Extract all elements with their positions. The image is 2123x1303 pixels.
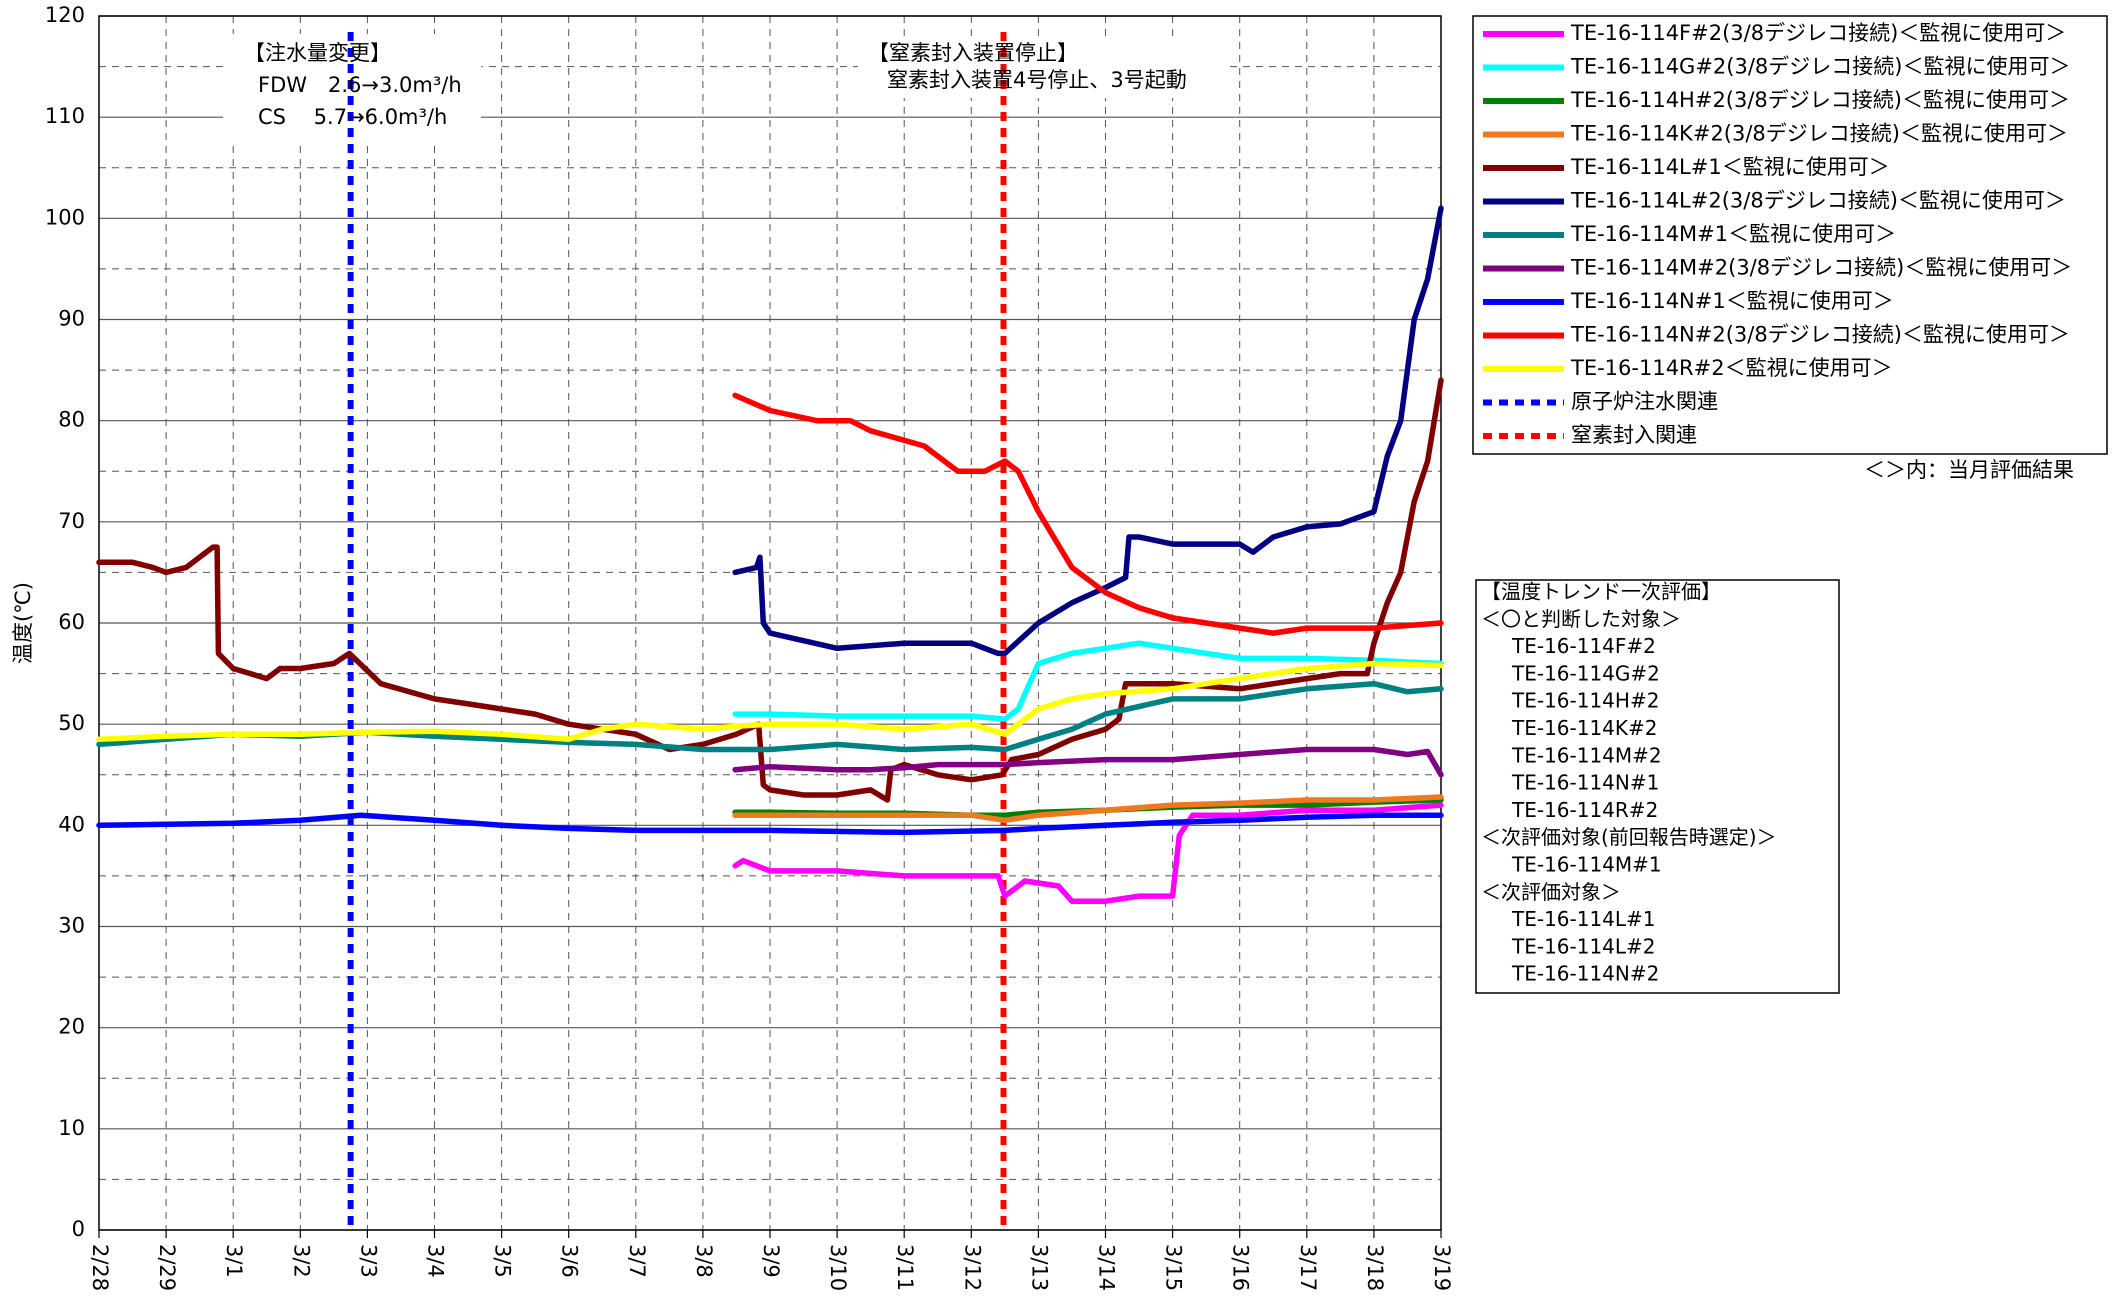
evaluation-item: TE-16-114F#2 [1511, 634, 1656, 658]
x-tick-label: 3/5 [491, 1244, 515, 1278]
y-tick-label: 120 [45, 3, 85, 27]
x-tick-label: 3/18 [1363, 1244, 1387, 1291]
x-tick-label: 3/14 [1095, 1244, 1119, 1291]
x-tick-label: 3/16 [1229, 1244, 1253, 1291]
legend-label: 原子炉注水関連 [1571, 390, 1718, 414]
legend-label: 窒素封入関連 [1571, 423, 1697, 447]
evaluation-item: TE-16-114N#2 [1511, 962, 1659, 986]
legend-note: ＜＞内：当月評価結果 [1864, 458, 2074, 482]
legend-label: TE-16-114K#2(3/8デジレコ接続)＜監視に使用可＞ [1570, 122, 2068, 146]
evaluation-heading: ＜次評価対象＞ [1481, 880, 1621, 904]
legend-label: TE-16-114L#2(3/8デジレコ接続)＜監視に使用可＞ [1570, 189, 2066, 213]
evaluation-title: 【温度トレンド一次評価】 [1481, 580, 1721, 604]
x-tick-label: 3/10 [826, 1244, 850, 1291]
annotation-background [858, 36, 1228, 98]
x-tick-label: 3/8 [692, 1244, 716, 1278]
evaluation-heading: ＜次評価対象(前回報告時選定)＞ [1481, 825, 1777, 849]
legend-label: TE-16-114G#2(3/8デジレコ接続)＜監視に使用可＞ [1570, 55, 2070, 79]
series-line [732, 205, 1444, 657]
legend-label: TE-16-114R#2＜監視に使用可＞ [1570, 356, 1893, 380]
legend-label: TE-16-114H#2(3/8デジレコ接続)＜監視に使用可＞ [1570, 88, 2070, 112]
series-line [96, 660, 1444, 743]
evaluation-item: TE-16-114L#1 [1511, 907, 1656, 931]
evaluation-item: TE-16-114L#2 [1511, 934, 1656, 958]
x-tick-label: 3/4 [424, 1244, 448, 1278]
legend-label: TE-16-114M#2(3/8デジレコ接続)＜監視に使用可＞ [1570, 256, 2072, 280]
y-tick-label: 90 [58, 307, 85, 331]
y-tick-label: 30 [58, 914, 85, 938]
y-tick-label: 70 [58, 509, 85, 533]
x-tick-label: 3/17 [1296, 1244, 1320, 1291]
x-tick-label: 2/29 [155, 1244, 179, 1291]
annotation-text: CS 5.7→6.0m³/h [258, 105, 447, 129]
series-line [732, 640, 1444, 722]
y-tick-label: 100 [45, 205, 85, 229]
legend-label: TE-16-114M#1＜監視に使用可＞ [1570, 222, 1896, 246]
y-tick-label: 40 [58, 812, 85, 836]
evaluation-item: TE-16-114M#2 [1511, 743, 1662, 767]
legend-label: TE-16-114F#2(3/8デジレコ接続)＜監視に使用可＞ [1570, 21, 2066, 45]
series-line [96, 812, 1444, 836]
annotation-text: 【注水量変更】 [244, 41, 391, 65]
series-line [732, 392, 1444, 636]
x-tick-label: 3/12 [960, 1244, 984, 1291]
x-tick-label: 3/9 [759, 1244, 783, 1278]
legend-box [1472, 15, 2108, 455]
series-line [732, 802, 1444, 904]
series-line [732, 746, 1444, 778]
series-line [732, 794, 1444, 824]
y-tick-label: 110 [45, 104, 85, 128]
x-tick-label: 3/13 [1027, 1244, 1051, 1291]
annotation-text: FDW 2.6→3.0m³/h [258, 73, 462, 97]
y-tick-label: 80 [58, 408, 85, 432]
evaluation-item: TE-16-114N#1 [1511, 771, 1659, 795]
x-tick-label: 3/3 [356, 1244, 380, 1278]
evaluation-item: TE-16-114R#2 [1511, 798, 1658, 822]
legend-label: TE-16-114L#1＜監視に使用可＞ [1570, 155, 1890, 179]
evaluation-item: TE-16-114K#2 [1511, 716, 1658, 740]
x-tick-label: 3/7 [625, 1244, 649, 1278]
y-tick-label: 10 [58, 1116, 85, 1140]
x-tick-label: 3/15 [1162, 1244, 1186, 1291]
y-tick-label: 60 [58, 610, 85, 634]
x-tick-label: 2/28 [88, 1244, 112, 1291]
annotation-text: 窒素封入装置4号停止、3号起動 [887, 68, 1187, 92]
y-tick-label: 50 [58, 711, 85, 735]
legend-label: TE-16-114N#1＜監視に使用可＞ [1570, 289, 1894, 313]
y-tick-label: 0 [72, 1217, 85, 1241]
series-line [96, 377, 1444, 803]
annotation-text: 【窒素封入装置停止】 [868, 41, 1078, 65]
x-tick-label: 3/11 [893, 1244, 917, 1291]
y-axis-label: 温度(℃) [11, 582, 35, 664]
x-tick-label: 3/19 [1430, 1244, 1454, 1291]
evaluation-box [1475, 579, 1840, 994]
x-tick-label: 3/2 [289, 1244, 313, 1278]
evaluation-item: TE-16-114H#2 [1511, 689, 1659, 713]
legend-label: TE-16-114N#2(3/8デジレコ接続)＜監視に使用可＞ [1570, 323, 2070, 347]
evaluation-item: TE-16-114M#1 [1511, 853, 1662, 877]
evaluation-item: TE-16-114G#2 [1511, 661, 1660, 685]
evaluation-heading: ＜〇と判断した対象＞ [1481, 607, 1681, 631]
y-tick-label: 20 [58, 1015, 85, 1039]
x-tick-label: 3/6 [558, 1244, 582, 1278]
x-tick-label: 3/1 [222, 1244, 246, 1278]
